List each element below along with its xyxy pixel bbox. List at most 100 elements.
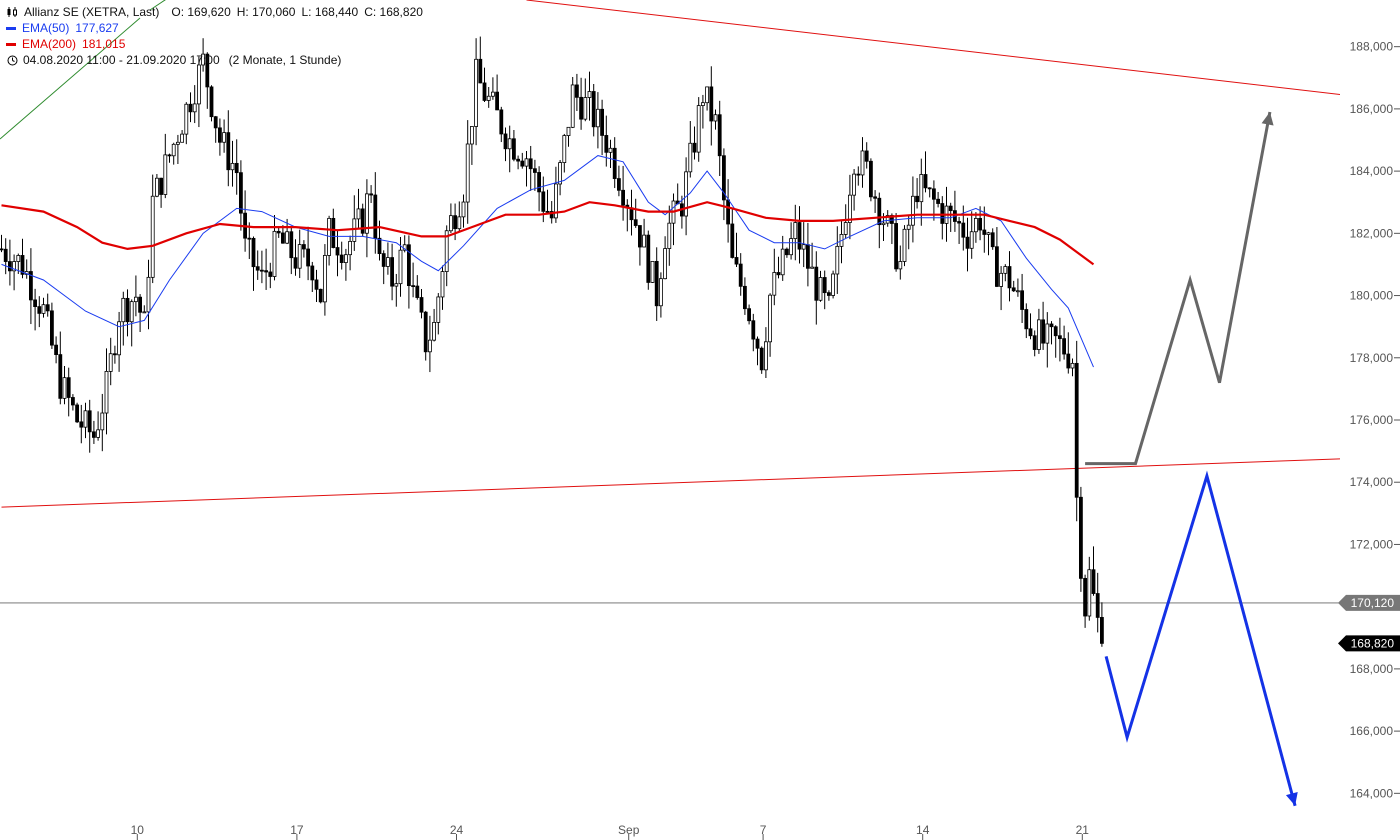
candle-body — [234, 162, 239, 174]
candle-body — [12, 261, 17, 272]
candle — [427, 315, 432, 373]
candle-body — [259, 269, 264, 272]
candle — [96, 411, 100, 441]
candle — [129, 299, 134, 347]
candle-body — [524, 158, 529, 167]
candle — [171, 142, 176, 165]
scenario-up-path — [1085, 111, 1272, 466]
price-tick-label: 168,000 — [1350, 662, 1394, 676]
candle-body — [75, 404, 79, 423]
candle-body — [978, 217, 982, 231]
legend-close: C: 168,820 — [364, 5, 423, 19]
candle-body — [457, 216, 462, 230]
candle-body — [3, 248, 8, 262]
candle-body — [575, 84, 579, 98]
candle-body — [940, 203, 945, 224]
candle — [167, 153, 172, 163]
candle-body — [423, 311, 428, 353]
candle-body — [264, 270, 269, 273]
candle — [314, 269, 319, 303]
candle-body — [482, 82, 487, 101]
candle-body — [1016, 290, 1020, 293]
candle-body — [600, 108, 604, 136]
candle — [205, 52, 210, 109]
candle — [877, 192, 882, 249]
candle-body — [541, 191, 546, 212]
candle — [41, 297, 46, 318]
candle — [507, 125, 512, 173]
candle-body — [247, 237, 252, 240]
candle-body — [848, 194, 852, 223]
candle — [146, 259, 151, 330]
candle — [839, 221, 844, 264]
candle — [327, 215, 332, 266]
candle — [188, 92, 193, 123]
candle — [734, 232, 739, 267]
candle-body — [898, 261, 903, 270]
candle — [545, 189, 550, 215]
candle-body — [171, 143, 176, 157]
candle — [1007, 251, 1012, 302]
candle — [45, 293, 50, 317]
candle — [154, 174, 159, 198]
candle-body — [1037, 319, 1041, 350]
candle — [600, 99, 604, 156]
candle — [936, 191, 940, 208]
candle — [289, 227, 294, 275]
candle-body — [927, 187, 932, 190]
candle — [885, 210, 890, 227]
candle — [490, 77, 495, 100]
candle — [528, 145, 533, 191]
candle-body — [255, 266, 260, 271]
candle-body — [877, 197, 882, 226]
candle-body — [125, 297, 130, 323]
candle — [633, 198, 638, 228]
candle — [722, 148, 726, 221]
candle — [226, 110, 231, 187]
candle — [461, 194, 466, 228]
trendline-lower — [1, 458, 1340, 508]
candle — [75, 402, 79, 424]
candle-body — [1062, 338, 1066, 355]
candle-body — [121, 297, 126, 323]
candle-body — [343, 254, 348, 263]
candle-body — [499, 109, 504, 135]
candle — [848, 174, 852, 240]
candle — [482, 67, 487, 103]
candle — [898, 245, 903, 280]
candle — [591, 83, 596, 137]
candle-body — [705, 86, 709, 104]
date-tick-label: 17 — [290, 823, 304, 837]
candle — [755, 336, 760, 366]
candle-body — [293, 257, 298, 269]
candle — [163, 133, 168, 199]
candle-body — [238, 172, 243, 214]
candle-body — [104, 371, 109, 414]
candle — [444, 225, 449, 287]
candle — [554, 166, 558, 223]
candle-body — [133, 296, 138, 303]
candle-body — [289, 231, 294, 259]
candle — [1053, 325, 1058, 358]
candle-body — [54, 344, 58, 355]
candle — [759, 346, 764, 374]
candle-body — [902, 228, 907, 262]
candle — [1070, 358, 1075, 377]
candle-body — [1091, 569, 1096, 594]
candle — [1024, 303, 1029, 339]
candle — [159, 177, 164, 208]
candle — [621, 165, 625, 221]
candle — [654, 247, 659, 321]
candle — [1074, 340, 1079, 522]
candle — [978, 206, 982, 241]
candle-body — [982, 229, 987, 235]
candle-body — [1020, 290, 1024, 310]
candle-body — [390, 257, 395, 287]
candle-body — [512, 138, 516, 160]
candle — [495, 74, 500, 111]
candle-body — [192, 103, 197, 113]
candle — [448, 203, 453, 234]
candle — [990, 228, 995, 250]
candle — [373, 172, 378, 254]
